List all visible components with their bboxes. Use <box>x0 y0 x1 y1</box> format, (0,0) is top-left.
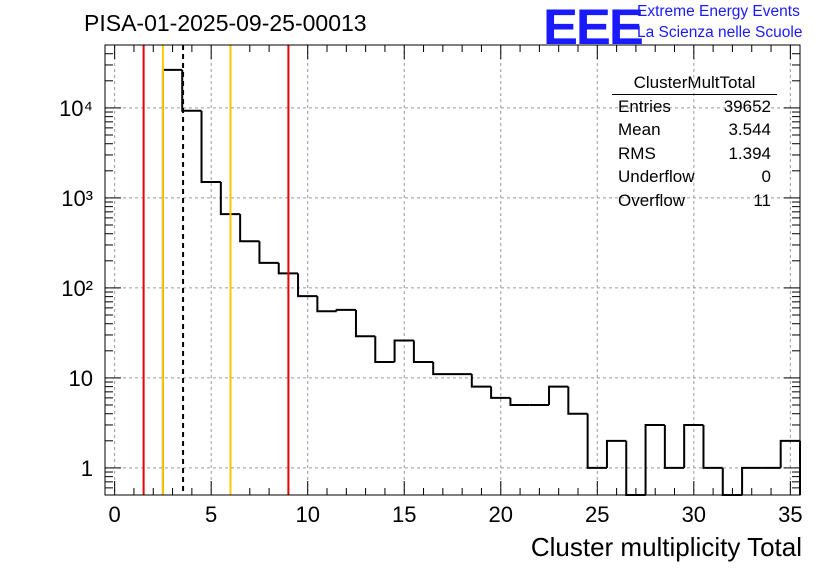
histogram-bin <box>200 110 221 184</box>
stats-label: Underflow <box>618 167 695 187</box>
x-tick-label: 15 <box>392 502 416 527</box>
y-tick-label: 10 <box>69 366 93 391</box>
histogram-bin <box>316 296 337 313</box>
y-tick-label: 10³ <box>61 186 93 211</box>
x-tick-label: 5 <box>205 502 217 527</box>
histogram-bin <box>567 386 588 415</box>
histogram-bin <box>644 423 665 495</box>
stats-value: 0 <box>761 167 771 187</box>
histogram-bin <box>702 424 723 469</box>
y-tick-label: 10⁴ <box>59 96 93 121</box>
stats-label: Overflow <box>618 190 686 210</box>
stats-value: 11 <box>753 190 771 210</box>
stats-row-rms: RMS 1.394 <box>612 142 777 165</box>
histogram-bin <box>470 374 492 388</box>
x-tick-label: 0 <box>109 502 121 527</box>
histogram-bin <box>297 273 318 298</box>
stats-value: 39652 <box>723 97 771 116</box>
stats-label: RMS <box>618 143 656 163</box>
stats-row-underflow: Underflow 0 <box>612 165 777 188</box>
histogram-bin <box>277 262 299 275</box>
stats-row-overflow: Overflow 11 <box>612 189 777 212</box>
x-tick-label: 10 <box>295 502 319 527</box>
x-tick-label: 25 <box>585 502 609 527</box>
histogram-bin <box>374 336 395 364</box>
histogram-bin <box>354 309 376 338</box>
histogram-bin <box>779 439 800 468</box>
y-tick-label: 1 <box>81 456 93 481</box>
stats-value: 3.544 <box>728 120 771 140</box>
logo-line-1: Extreme Energy Events <box>637 3 800 20</box>
run-title: PISA-01-2025-09-25-00013 <box>84 10 367 36</box>
eee-logo-icon: EEE <box>543 0 644 55</box>
histogram-bin <box>548 385 569 405</box>
histogram-bin <box>181 69 202 112</box>
plot-frame <box>104 44 801 496</box>
y-tick-label: 10² <box>61 276 93 301</box>
stats-row-entries: Entries 39652 <box>612 95 777 118</box>
stats-value: 1.394 <box>728 143 771 163</box>
histogram-bin <box>239 214 260 243</box>
stats-label: Entries <box>618 97 671 116</box>
histogram-bin <box>258 241 279 264</box>
histogram-bin <box>683 423 704 468</box>
logo-line-2: La Scienza nelle Scuole <box>637 24 803 41</box>
x-tick-label: 35 <box>778 502 802 527</box>
histogram-bin <box>509 397 530 406</box>
x-tick-label: 30 <box>682 502 706 527</box>
x-tick-label: 20 <box>489 502 513 527</box>
histogram-bin <box>161 68 183 495</box>
stats-row-mean: Mean 3.544 <box>612 118 777 141</box>
x-axis-label: Cluster multiplicity Total <box>530 532 802 562</box>
histogram-bin <box>432 362 453 376</box>
histogram-bin <box>586 413 607 469</box>
histogram-bin <box>219 182 241 216</box>
histogram-bin <box>335 308 356 312</box>
histogram-bin <box>741 466 762 495</box>
stats-box: ClusterMultTotal Entries 39652 Mean 3.54… <box>612 72 777 212</box>
stats-label: Mean <box>618 120 661 140</box>
histogram-bin <box>605 439 627 468</box>
histogram-bin <box>663 424 685 469</box>
histogram-bin <box>490 386 511 399</box>
histogram-bin <box>393 339 414 363</box>
stats-title: ClusterMultTotal <box>612 72 777 95</box>
histogram-bin <box>412 340 434 364</box>
